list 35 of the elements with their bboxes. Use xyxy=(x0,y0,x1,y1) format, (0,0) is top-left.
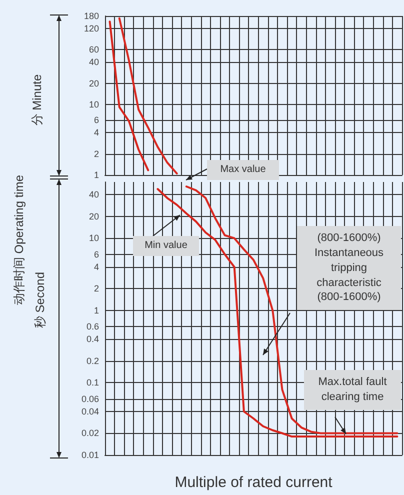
y-tick-label: 6 xyxy=(94,249,99,260)
y-tick-label: 10 xyxy=(88,100,99,110)
y-tick-label: 20 xyxy=(88,211,99,222)
y-tick-label: 0.2 xyxy=(86,356,99,366)
y-tick-label: 0.6 xyxy=(86,322,99,332)
line-series xyxy=(118,17,178,175)
y-tick-label: 0.1 xyxy=(86,378,99,388)
y-tick-label: 20 xyxy=(88,78,99,88)
y-tick-label: 6 xyxy=(94,115,99,126)
y-tick-label: 10 xyxy=(88,233,99,244)
annotation: Min value xyxy=(144,240,188,251)
y-tick-label: 40 xyxy=(88,190,99,200)
annotation: Max.total fault clearing time xyxy=(318,376,387,403)
y-tick-label: 0.04 xyxy=(81,406,99,416)
y-tick-label: 0.01 xyxy=(81,450,99,460)
annotation: (800-1600%) Instantaneous tripping characteristic (800-1600%) xyxy=(314,232,384,304)
y-tick-label: 4 xyxy=(94,262,99,272)
text: 秒 Second xyxy=(32,270,48,330)
y-tick-label: 180 xyxy=(84,11,99,21)
y-tick-label: 0.06 xyxy=(81,394,99,404)
annotation: Max value xyxy=(220,164,266,175)
x-axis-title: Multiple of rated current xyxy=(174,474,334,491)
y-tick-label: 2 xyxy=(94,148,99,159)
y-tick-label: 40 xyxy=(88,57,99,68)
y-tick-label: 4 xyxy=(94,128,99,138)
y-tick-label: 60 xyxy=(88,44,99,55)
y-axis-title: 动作时间 Operating time xyxy=(12,174,26,308)
y-tick-label: 1 xyxy=(94,170,99,180)
text: 分 Minute xyxy=(30,73,44,128)
y-tick-label: 2 xyxy=(94,284,99,294)
y-tick-label: 0.4 xyxy=(86,334,99,344)
line-series xyxy=(108,20,150,172)
y-tick-label: 0.02 xyxy=(81,428,99,438)
y-tick-label: 120 xyxy=(84,23,99,34)
y-tick-label: 1 xyxy=(94,305,99,316)
